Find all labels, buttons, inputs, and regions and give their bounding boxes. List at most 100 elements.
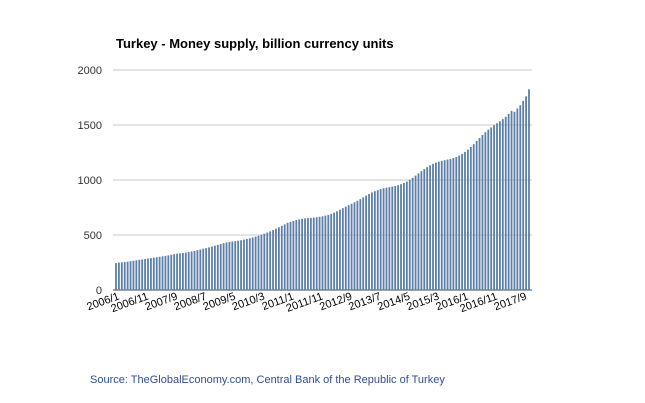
y-axis-tick-labels: 0 500 1000 1500 2000 — [78, 65, 102, 297]
bar — [251, 237, 254, 290]
bar — [208, 247, 210, 290]
bar — [365, 195, 368, 290]
bar — [507, 114, 510, 290]
bar — [414, 175, 417, 290]
bar — [257, 235, 260, 290]
bar — [190, 251, 193, 290]
bar — [464, 151, 466, 290]
bar — [243, 239, 245, 290]
bar — [339, 209, 341, 290]
bar — [484, 132, 487, 290]
bar — [312, 217, 315, 290]
bar — [496, 123, 498, 291]
bar — [356, 200, 359, 290]
bar — [222, 243, 225, 290]
bar — [318, 216, 321, 290]
bar — [254, 236, 257, 290]
bar — [141, 259, 144, 290]
bar — [295, 220, 298, 290]
bar — [417, 173, 420, 290]
bar — [307, 218, 309, 290]
bar — [304, 218, 306, 290]
bar — [219, 244, 222, 290]
bar — [490, 127, 493, 290]
bar — [394, 185, 397, 290]
bar — [181, 253, 184, 290]
bar — [516, 108, 519, 290]
bar — [216, 244, 219, 290]
bars — [115, 89, 530, 291]
bar — [286, 222, 289, 290]
bar — [167, 255, 170, 290]
source-note: Source: TheGlobalEconomy.com, Central Ba… — [90, 374, 445, 386]
bar — [449, 158, 452, 290]
bar — [400, 184, 402, 290]
bar — [164, 255, 167, 290]
bar — [309, 217, 312, 290]
bar — [129, 261, 132, 290]
bar — [184, 252, 187, 290]
bar — [147, 258, 149, 290]
bar — [446, 159, 449, 290]
bar — [469, 147, 472, 290]
bar — [403, 182, 405, 290]
bar — [315, 217, 318, 290]
bar — [487, 129, 490, 290]
bar — [260, 234, 263, 290]
bar — [353, 202, 356, 290]
bar — [245, 238, 248, 290]
bar — [411, 177, 414, 290]
bar — [120, 262, 123, 290]
chart-title: Turkey - Money supply, billion currency … — [116, 36, 394, 51]
bar — [321, 216, 324, 290]
bar — [301, 218, 304, 290]
bar — [336, 211, 338, 290]
bar — [196, 250, 199, 290]
bar — [205, 248, 208, 290]
bar — [423, 169, 426, 290]
bar — [283, 224, 286, 290]
bar — [437, 161, 440, 290]
bar — [202, 248, 205, 290]
bar — [155, 257, 158, 290]
bar — [405, 181, 408, 290]
bar — [298, 219, 301, 290]
bar — [333, 212, 336, 290]
bar — [344, 206, 347, 290]
bar — [275, 228, 277, 290]
bar — [501, 119, 504, 290]
bar — [237, 240, 240, 290]
bar — [277, 227, 280, 290]
bar — [359, 199, 362, 290]
x-axis-tick-labels: 2006/12006/112007/92008/72009/52010/3201… — [85, 291, 528, 316]
bar — [452, 158, 455, 290]
bar — [199, 249, 202, 290]
bar — [385, 187, 388, 290]
bar — [420, 171, 423, 290]
bar — [467, 149, 469, 290]
bar — [115, 263, 117, 290]
bar — [475, 141, 478, 290]
bar — [443, 160, 446, 290]
bar — [292, 220, 295, 290]
bar — [525, 96, 527, 291]
y-tick-label: 0 — [96, 285, 102, 297]
bar — [280, 225, 283, 290]
bar — [234, 241, 237, 290]
bar — [455, 156, 458, 290]
bar — [176, 253, 178, 290]
bar — [170, 254, 173, 290]
bar — [368, 193, 370, 290]
bar — [231, 241, 234, 290]
bar — [522, 100, 525, 290]
bar — [213, 245, 216, 290]
bar — [493, 125, 495, 290]
bar — [371, 192, 373, 290]
bar — [211, 246, 213, 290]
bar — [269, 231, 272, 290]
bar — [289, 221, 292, 290]
bar — [135, 260, 138, 290]
bar — [391, 186, 394, 290]
bar — [504, 116, 507, 290]
